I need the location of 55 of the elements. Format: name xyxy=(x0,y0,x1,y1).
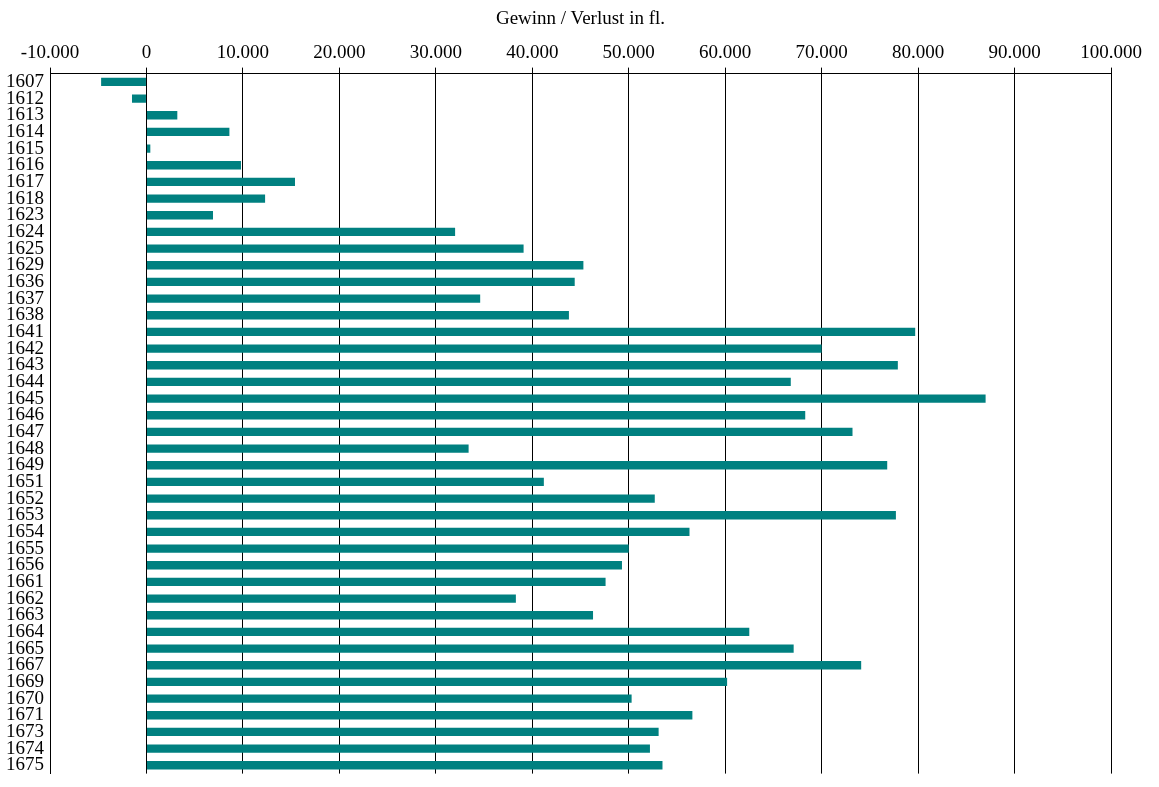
x-tick-label: 30.000 xyxy=(409,41,462,63)
bar xyxy=(146,277,575,287)
x-tick-label: 40.000 xyxy=(506,41,559,63)
bar xyxy=(146,344,822,353)
bar xyxy=(146,761,663,770)
bar xyxy=(146,711,693,720)
bar xyxy=(146,627,750,637)
x-tick-label: 50.000 xyxy=(602,41,655,63)
x-tick-label: 0 xyxy=(141,41,152,63)
bar xyxy=(146,194,266,203)
bar xyxy=(146,144,151,153)
bar xyxy=(146,361,898,370)
bar xyxy=(146,661,862,670)
x-tick-label: 60.000 xyxy=(699,41,752,63)
bar xyxy=(146,477,544,487)
bar xyxy=(146,127,230,137)
bar xyxy=(146,294,481,303)
bar xyxy=(146,594,516,603)
x-tick-label: 80.000 xyxy=(891,41,945,63)
bar xyxy=(146,394,986,403)
bar xyxy=(101,77,146,87)
x-tick-label: 10.000 xyxy=(216,41,270,63)
bar xyxy=(146,227,456,237)
bar xyxy=(146,511,896,520)
bar xyxy=(146,377,791,387)
bar xyxy=(146,744,650,753)
bar xyxy=(146,161,241,170)
bar xyxy=(146,644,794,653)
bar xyxy=(146,177,295,187)
bar xyxy=(146,527,690,537)
x-axis-title: Gewinn / Verlust in fl. xyxy=(495,7,666,29)
bar xyxy=(146,244,524,253)
bar xyxy=(146,544,629,553)
x-tick-label: -10.000 xyxy=(20,41,80,63)
bar xyxy=(146,111,178,120)
bar xyxy=(146,694,632,703)
bar xyxy=(146,727,659,737)
bar xyxy=(146,561,622,570)
x-tick-label: 90.000 xyxy=(988,41,1041,63)
bar xyxy=(146,211,214,220)
x-tick-label: 20.000 xyxy=(313,41,366,63)
x-tick-label: 70.000 xyxy=(795,41,848,63)
bar xyxy=(146,261,584,270)
bar xyxy=(146,611,594,620)
bar xyxy=(146,411,806,420)
bar xyxy=(146,427,853,437)
bar xyxy=(146,444,469,453)
bar xyxy=(131,94,146,103)
bar xyxy=(146,494,655,503)
bar xyxy=(146,461,888,470)
bar xyxy=(146,577,606,587)
bar xyxy=(146,677,728,687)
bar xyxy=(146,327,916,337)
x-tick-label: 100.000 xyxy=(1080,41,1142,63)
bar xyxy=(146,311,569,320)
